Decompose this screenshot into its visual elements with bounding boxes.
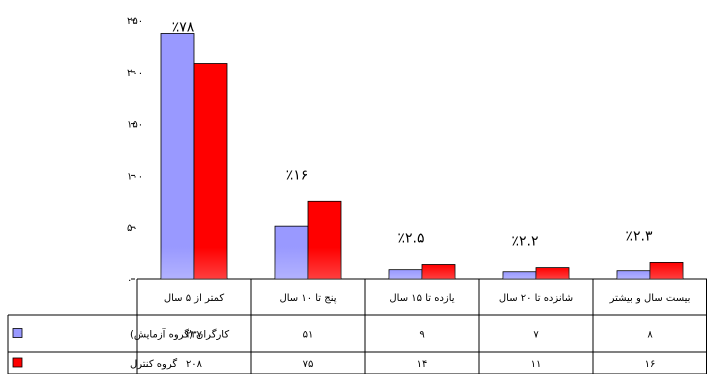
category-label: شانزده تا ۲۰ سال	[499, 293, 573, 304]
bar-shade	[389, 269, 422, 279]
data-cell: ۷۵	[303, 359, 314, 370]
y-tick-label: ۵۰	[127, 223, 138, 234]
percentage-label: ٪۷۸	[172, 19, 195, 35]
bar-shade	[536, 267, 569, 279]
legend-key-test	[12, 328, 23, 338]
bar-shade	[161, 247, 194, 279]
legend-key-control	[12, 357, 23, 368]
data-cell: ۱۴	[417, 359, 428, 370]
series-name: کارگران (گروه آزمایش)	[130, 328, 229, 341]
bar-test	[160, 33, 195, 280]
y-tick-label: ۲۰۰	[127, 68, 143, 79]
series-name: گروه کنترل	[130, 358, 177, 370]
category-label: کمتر از ۵ سال	[164, 293, 225, 304]
percentage-label: ٪۲.۳	[625, 228, 652, 244]
bar-shade	[503, 271, 536, 279]
data-cell: ۲۳۷	[186, 330, 203, 341]
percentage-label: ٪۱۶	[286, 167, 309, 183]
data-cell: ۷	[533, 330, 539, 341]
data-cell: ۵۱	[303, 330, 314, 341]
data-cell: ۸	[647, 330, 653, 341]
data-cell: ۹	[419, 330, 424, 341]
bar-shade	[617, 270, 650, 279]
category-label: پنج تا ۱۰ سال	[279, 293, 336, 304]
bar-shade	[650, 262, 683, 279]
data-cell: ۲۰۸	[186, 359, 203, 370]
bar-shade	[422, 264, 455, 279]
y-tick-label: ۱۵۰	[127, 120, 143, 131]
y-tick-label: ۰	[127, 275, 132, 286]
y-tick-label: ۱۰۰	[127, 171, 143, 182]
bar-shade	[275, 247, 308, 279]
bar-shade	[194, 247, 227, 279]
bar-shade	[308, 247, 341, 279]
percentage-label: ٪۲.۲	[511, 234, 538, 250]
data-cell: ۱۶	[645, 359, 656, 370]
percentage-label: ٪۲.۵	[397, 230, 424, 246]
category-label: بیست سال و بیشتر	[609, 293, 691, 304]
category-label: یازده تا ۱۵ سال	[389, 293, 454, 304]
data-cell: ۱۱	[531, 359, 542, 370]
bar-control	[193, 63, 228, 280]
y-tick-label: ۲۵۰	[127, 16, 143, 27]
